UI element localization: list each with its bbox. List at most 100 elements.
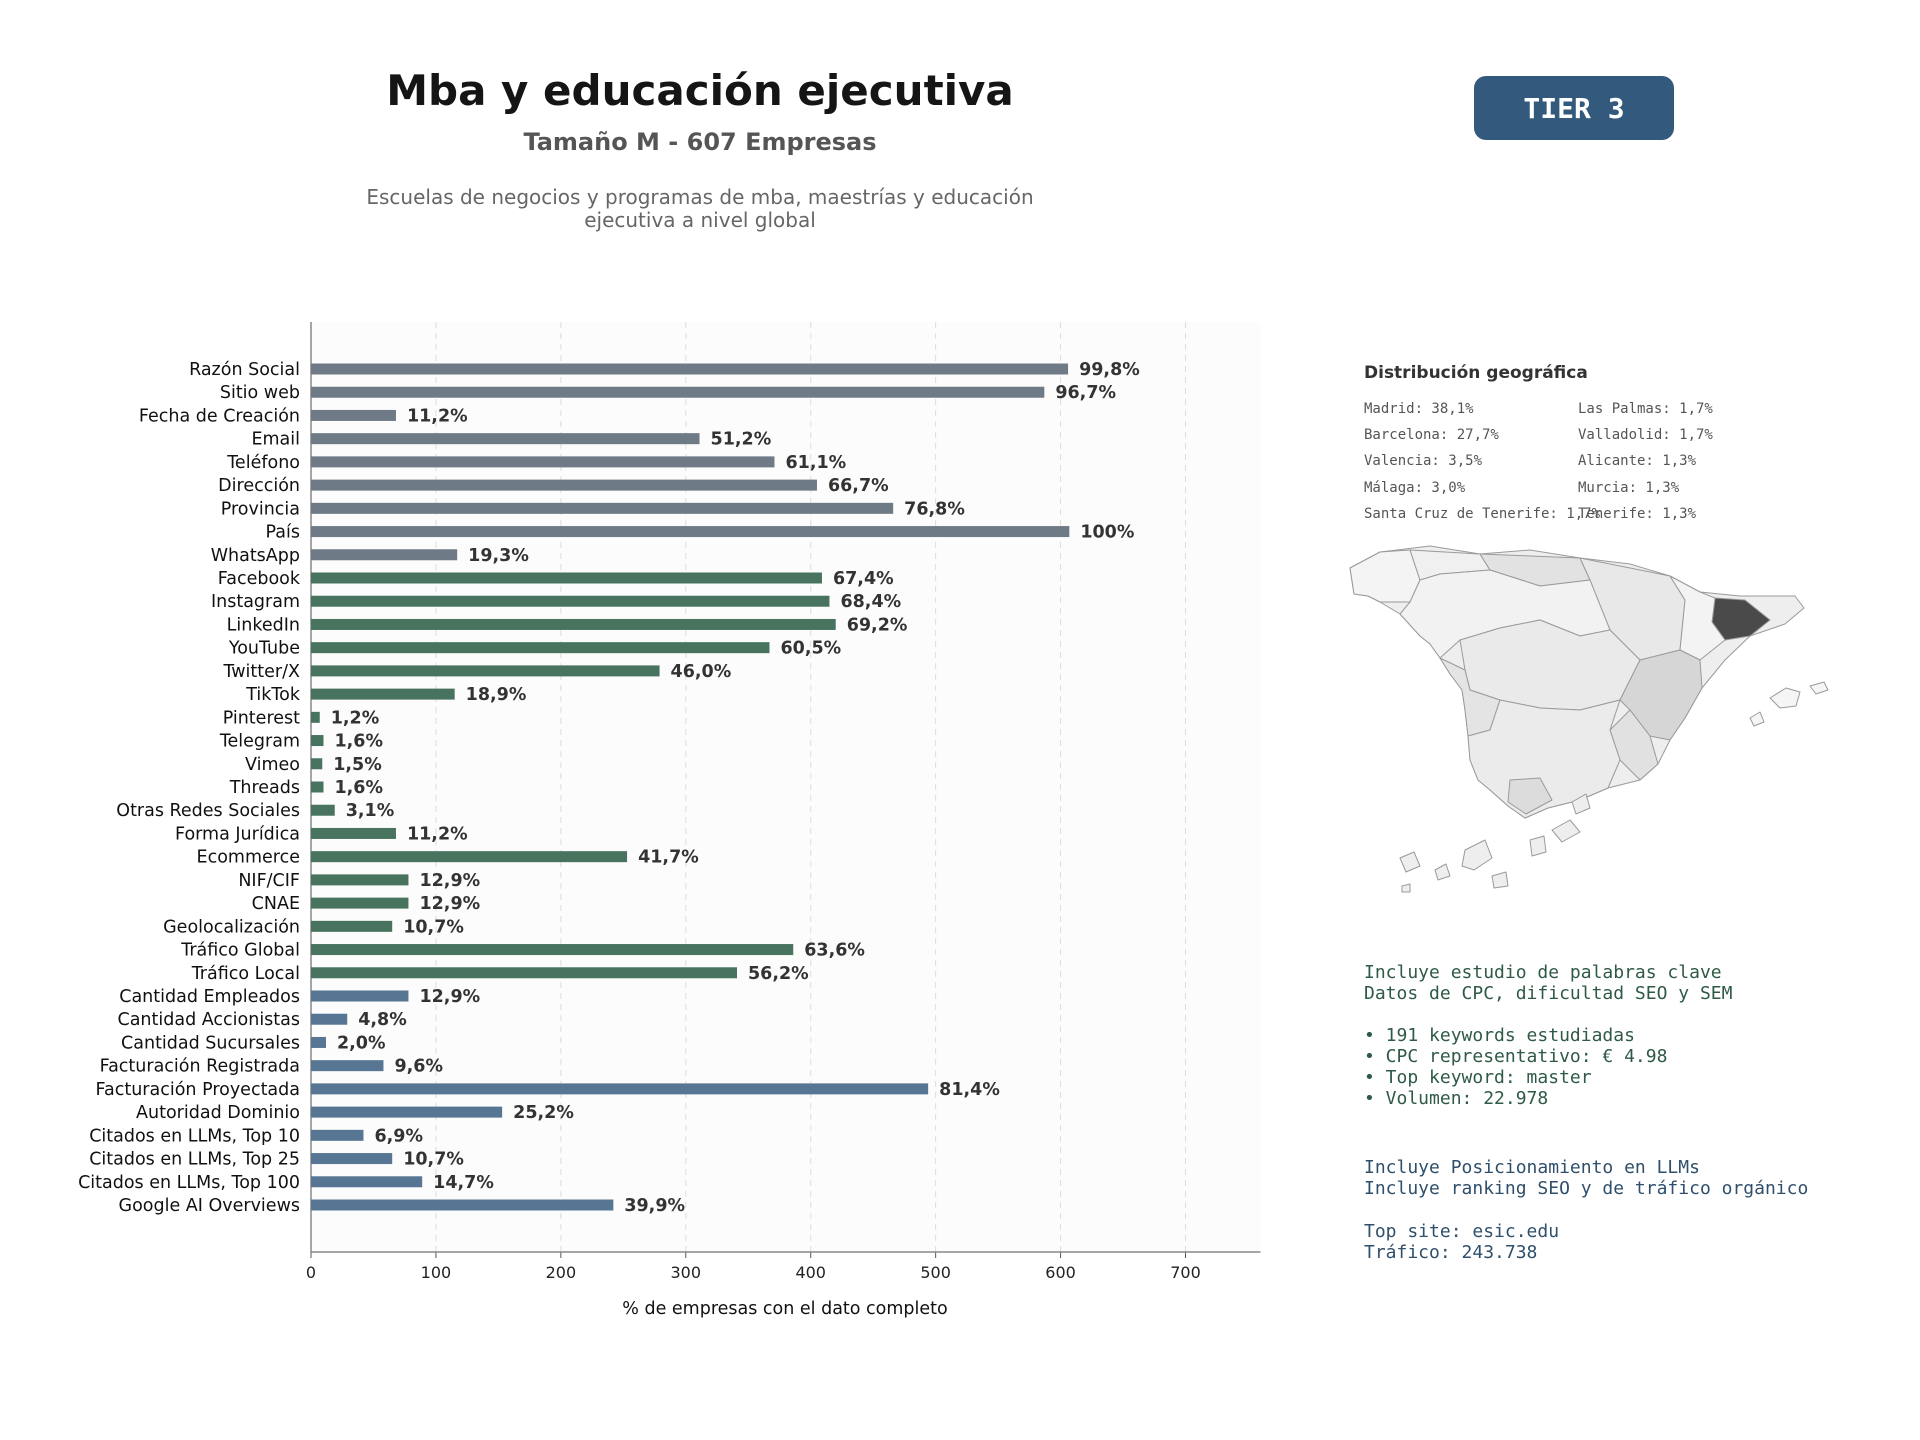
data-label: 11,2% [407,406,468,426]
bar [311,595,830,607]
data-label: 81,4% [939,1080,1000,1100]
data-label: 96,7% [1055,383,1116,403]
data-label: 61,1% [785,453,846,473]
keywords-bullet: • Top keyword: master [1364,1067,1592,1088]
bar [311,990,409,1002]
bar [311,618,836,630]
bar [311,409,396,421]
y-tick-label: Facebook [218,569,301,589]
y-tick-label: Autoridad Dominio [136,1103,300,1123]
bar [311,642,770,654]
bar [311,897,409,909]
y-tick-label: Citados en LLMs, Top 100 [78,1173,300,1193]
geo-title: Distribución geográfica [1364,363,1588,383]
data-label: 2,0% [337,1033,386,1053]
geo-item: Tenerife: 1,3% [1578,506,1697,522]
y-tick-label: Facturación Registrada [100,1057,300,1077]
bar [311,386,1045,398]
data-label: 25,2% [513,1103,574,1123]
page-title: Mba y educación ejecutiva [386,66,1014,115]
y-tick-label: Twitter/X [222,662,300,682]
bar [311,1176,423,1188]
data-label: 67,4% [833,569,894,589]
geo-item: Madrid: 38,1% [1364,401,1474,417]
balearic-islands [1749,681,1829,727]
x-tick-label: 300 [671,1263,702,1282]
data-label: 6,9% [374,1126,423,1146]
data-label: 1,6% [334,732,383,752]
y-tick-label: Razón Social [189,360,300,380]
keywords-line-1: Incluye estudio de palabras clave [1364,962,1722,983]
y-tick-label: Sitio web [220,383,300,403]
data-label: 60,5% [780,639,841,659]
data-label: 63,6% [804,941,865,961]
bar [311,433,700,445]
y-tick-label: LinkedIn [227,615,300,635]
x-tick-label: 0 [306,1263,316,1282]
description-line-2: ejecutiva a nivel global [584,208,816,232]
region-valencia [1619,649,1703,741]
x-tick-label: 200 [546,1263,577,1282]
y-tick-label: Citados en LLMs, Top 25 [89,1150,300,1170]
data-label: 12,9% [419,871,480,891]
bar [311,1036,326,1048]
data-label: 14,7% [433,1173,494,1193]
keywords-line-2: Datos de CPC, dificultad SEO y SEM [1364,983,1733,1004]
y-tick-label: Facturación Proyectada [96,1080,300,1100]
bar [311,851,628,863]
description-line-1: Escuelas de negocios y programas de mba,… [366,185,1034,209]
bar [311,1060,384,1072]
bar [311,479,817,491]
geo-item: Barcelona: 27,7% [1364,427,1499,443]
bar [311,1199,614,1211]
x-tick-label: 500 [920,1263,951,1282]
x-tick-label: 400 [795,1263,826,1282]
y-tick-label: Teléfono [226,453,300,473]
data-label: 46,0% [671,662,732,682]
bar [311,665,660,677]
llm-top-site: Top site: esic.edu [1364,1221,1560,1242]
data-label: 1,6% [334,778,383,798]
data-label: 12,9% [419,894,480,914]
bar [311,456,775,468]
bar [311,920,393,932]
bar [311,502,894,514]
geo-item: Málaga: 3,0% [1364,480,1466,496]
x-tick-label: 700 [1170,1263,1201,1282]
y-tick-label: Forma Jurídica [175,824,300,844]
y-tick-label: Cantidad Accionistas [117,1010,300,1030]
keywords-bullet: • 191 keywords estudiadas [1364,1025,1635,1046]
y-tick-label: Telegram [219,732,300,752]
y-tick-label: YouTube [228,639,300,659]
bar [311,1129,364,1141]
geo-item: Murcia: 1,3% [1578,480,1680,496]
bar [311,735,324,747]
data-label: 41,7% [638,848,699,868]
bar [311,572,822,584]
tier-badge: TIER 3 [1474,76,1674,140]
y-tick-label: Citados en LLMs, Top 10 [89,1126,300,1146]
y-tick-label: CNAE [252,894,300,914]
y-tick-label: Tráfico Global [180,941,300,961]
data-label: 76,8% [904,499,965,519]
data-label: 18,9% [466,685,527,705]
page-description: Escuelas de negocios y programas de mba,… [360,186,1040,232]
plot-area [311,322,1261,1252]
data-label: 10,7% [403,1150,464,1170]
bar [311,874,409,886]
llm-line-2: Incluye ranking SEO y de tráfico orgánic… [1364,1178,1809,1199]
y-tick-label: Ecommerce [197,848,300,868]
x-axis-label: % de empresas con el dato completo [622,1299,947,1319]
geo-item: Valencia: 3,5% [1364,453,1483,469]
geo-item: Valladolid: 1,7% [1578,427,1713,443]
spain-map [1349,545,1829,893]
x-tick-label: 600 [1045,1263,1076,1282]
bar [311,1106,503,1118]
data-label: 99,8% [1079,360,1140,380]
geo-item: Santa Cruz de Tenerife: 1,7% [1364,506,1601,522]
llm-traffic: Tráfico: 243.738 [1364,1242,1538,1263]
y-tick-label: Google AI Overviews [119,1196,300,1216]
y-tick-label: NIF/CIF [238,871,300,891]
data-label: 39,9% [624,1196,685,1216]
